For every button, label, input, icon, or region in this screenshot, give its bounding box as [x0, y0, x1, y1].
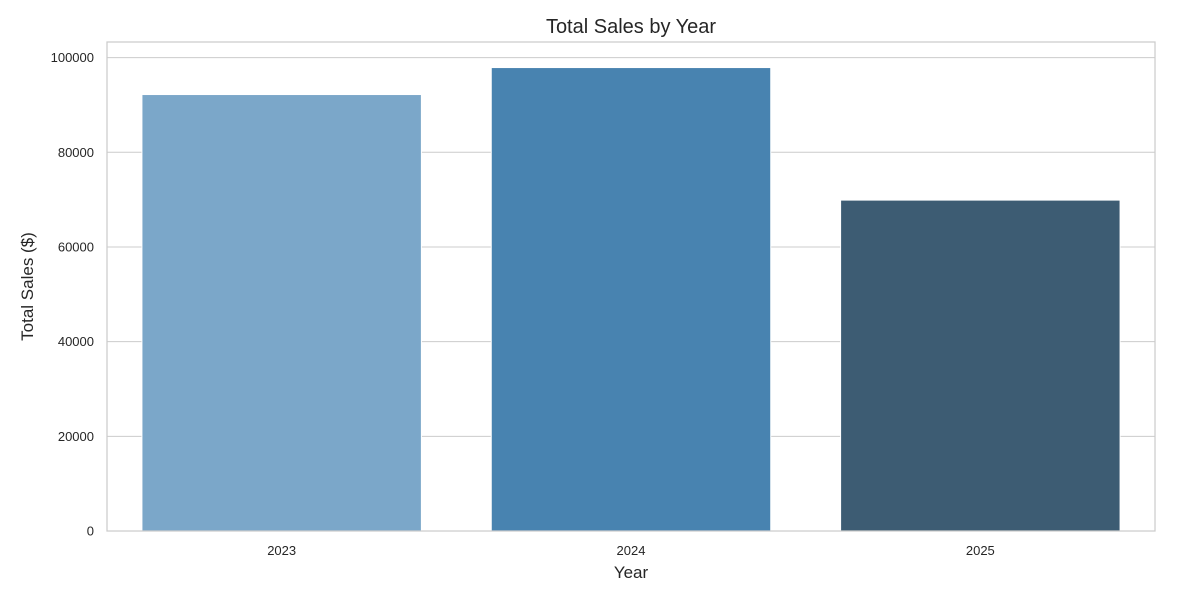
y-tick-label: 20000 — [58, 429, 94, 444]
y-tick-labels: 0 20000 40000 60000 80000 100000 — [51, 50, 94, 538]
y-tick-label: 100000 — [51, 50, 94, 65]
x-axis-label: Year — [614, 563, 649, 582]
bars — [141, 67, 1121, 532]
x-tick-labels: 2023 2024 2025 — [267, 543, 995, 558]
y-tick-label: 40000 — [58, 334, 94, 349]
x-tick-label: 2023 — [267, 543, 296, 558]
x-tick-label: 2025 — [966, 543, 995, 558]
y-tick-label: 80000 — [58, 145, 94, 160]
y-tick-label: 60000 — [58, 239, 94, 254]
bar-2023 — [141, 94, 422, 532]
bar-2024 — [490, 67, 772, 532]
x-tick-label: 2024 — [617, 543, 646, 558]
y-axis-label: Total Sales ($) — [18, 232, 37, 341]
bar-2025 — [840, 199, 1121, 532]
y-tick-label: 0 — [87, 524, 94, 539]
chart-title: Total Sales by Year — [546, 16, 716, 38]
plot-frame — [106, 41, 1156, 532]
